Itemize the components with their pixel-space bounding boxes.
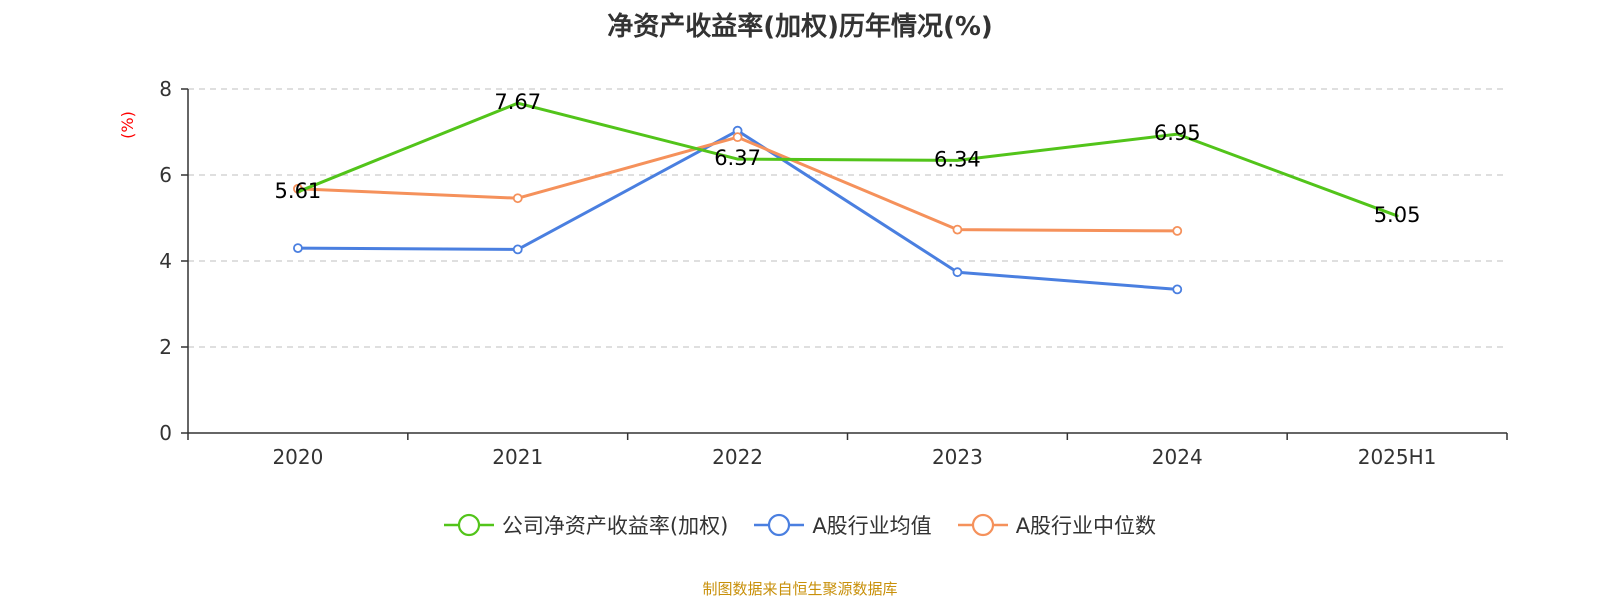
data-labels: 5.61 7.67 6.37 6.34 6.95 5.05 — [275, 90, 1421, 227]
grid-lines — [188, 88, 1507, 348]
legend-swatch-marker — [768, 513, 791, 537]
legend-item[interactable]: A股行业均值 — [754, 510, 932, 540]
legend-item[interactable]: 公司净资产收益率(加权) — [443, 510, 729, 540]
x-tick-label: 2021 — [492, 445, 543, 469]
x-tick-label: 2024 — [1152, 445, 1203, 469]
x-tick-label: 2025H1 — [1358, 445, 1437, 469]
data-point — [1172, 225, 1183, 236]
x-tick-label: 2022 — [712, 445, 763, 469]
axes: 0 2 4 6 8 2020 2021 2022 2023 2024 2025H1 — [159, 77, 1508, 469]
legend-label: A股行业中位数 — [1015, 514, 1157, 538]
series-line — [296, 101, 1399, 218]
y-tick-label: 0 — [159, 421, 172, 445]
legend-swatch-marker — [457, 513, 481, 537]
y-tick-label: 6 — [159, 163, 172, 187]
data-point — [732, 132, 743, 143]
legend-item[interactable]: A股行业中位数 — [957, 510, 1157, 540]
source-note: 制图数据来自恒生聚源数据库 — [702, 580, 898, 598]
data-label: 6.37 — [714, 146, 761, 170]
legend-line-circle-icon — [754, 513, 805, 537]
y-tick-label: 2 — [159, 335, 172, 359]
x-tick-label: 2020 — [272, 445, 323, 469]
legend-line-circle-icon — [957, 513, 1008, 537]
legend: 公司净资产收益率(加权) A股行业均值 A股行业中位数 — [0, 510, 1600, 540]
data-point — [952, 224, 963, 235]
y-tick-label: 8 — [159, 77, 172, 101]
data-label: 5.05 — [1374, 203, 1421, 227]
data-point — [952, 267, 963, 278]
data-label: 6.34 — [934, 147, 981, 171]
legend-label: A股行业均值 — [812, 514, 932, 538]
data-label: 5.61 — [275, 179, 322, 203]
legend-line-circle-icon — [443, 513, 494, 537]
data-point — [512, 193, 523, 204]
y-axis-label: (%) — [118, 111, 137, 139]
chart-title: 净资产收益率(加权)历年情况(%) — [607, 12, 993, 42]
data-point — [293, 243, 303, 254]
data-point — [1172, 284, 1183, 295]
legend-label: 公司净资产收益率(加权) — [501, 514, 729, 538]
series — [293, 101, 1399, 295]
data-label: 6.95 — [1154, 121, 1201, 145]
legend-swatch-marker — [971, 513, 994, 537]
data-label: 7.67 — [494, 90, 541, 114]
x-tick-label: 2023 — [932, 445, 983, 469]
y-tick-label: 4 — [159, 249, 172, 273]
data-point — [512, 244, 523, 255]
